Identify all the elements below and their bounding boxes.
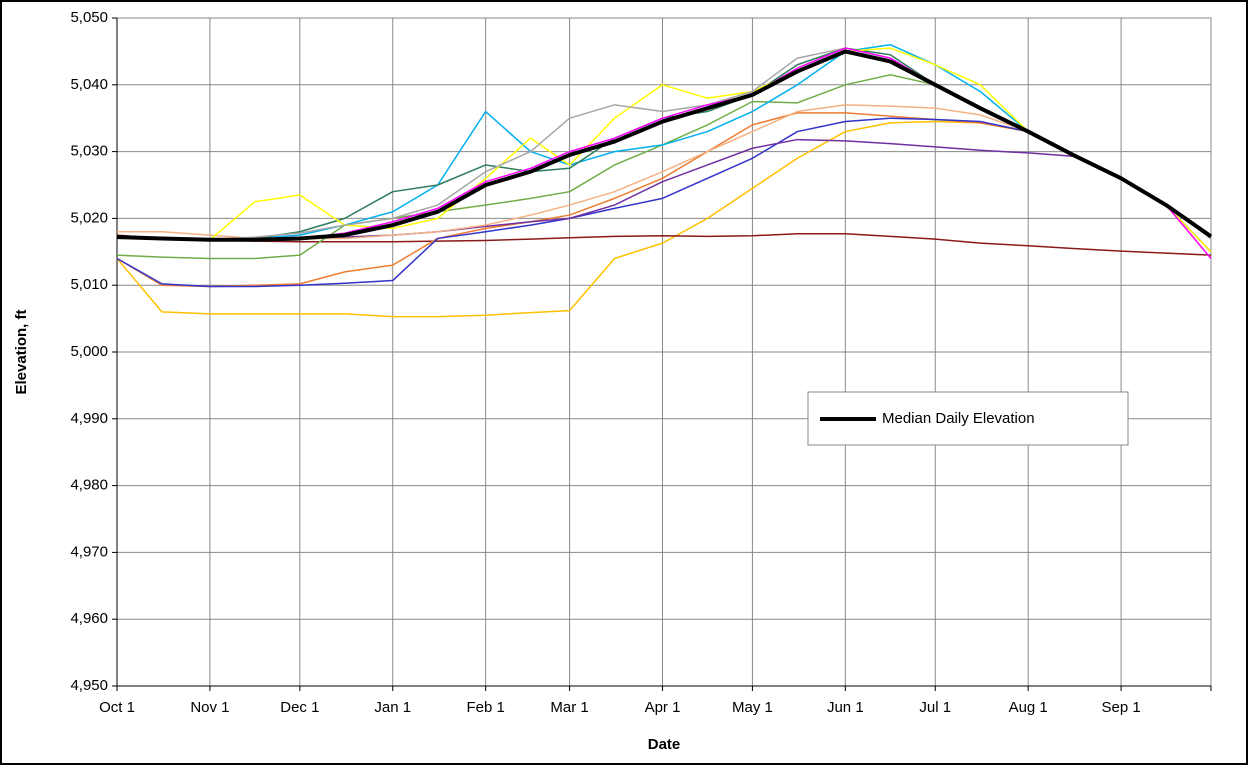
- y-tick-label: 5,010: [70, 276, 108, 293]
- y-tick-label: 5,000: [70, 343, 108, 360]
- y-tick-label: 5,040: [70, 76, 108, 93]
- y-tick-label: 5,020: [70, 209, 108, 226]
- x-tick-label: Jul 1: [919, 699, 951, 716]
- y-tick-label: 4,970: [70, 543, 108, 560]
- y-axis-title: Elevation, ft: [13, 309, 30, 394]
- y-tick-label: 4,980: [70, 477, 108, 494]
- x-tick-label: Jun 1: [827, 699, 864, 716]
- y-tick-label: 5,030: [70, 143, 108, 160]
- x-tick-label: Oct 1: [99, 699, 135, 716]
- x-tick-label: Dec 1: [280, 699, 319, 716]
- x-tick-label: Aug 1: [1009, 699, 1048, 716]
- x-axis-title: Date: [648, 736, 681, 753]
- data-line: [116, 49, 1213, 242]
- legend-label: Median Daily Elevation: [882, 410, 1035, 427]
- data-line: [116, 233, 1212, 256]
- y-tick-label: 4,960: [70, 610, 108, 627]
- x-tick-label: Mar 1: [550, 699, 588, 716]
- x-tick-label: Feb 1: [466, 699, 504, 716]
- y-tick-label: 4,990: [70, 410, 108, 427]
- x-tick-label: Nov 1: [190, 699, 229, 716]
- x-tick-label: Jan 1: [374, 699, 411, 716]
- y-tick-label: 4,950: [70, 677, 108, 694]
- y-tick-label: 5,050: [70, 9, 108, 26]
- x-tick-label: May 1: [732, 699, 773, 716]
- x-tick-label: Apr 1: [645, 699, 681, 716]
- x-tick-label: Sep 1: [1101, 699, 1140, 716]
